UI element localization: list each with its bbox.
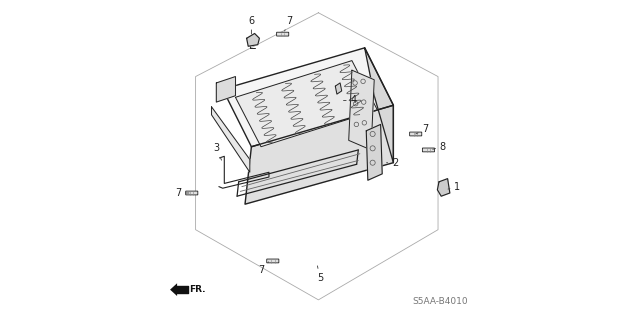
- FancyBboxPatch shape: [410, 132, 422, 136]
- Polygon shape: [216, 77, 236, 102]
- Polygon shape: [212, 107, 250, 172]
- Polygon shape: [335, 83, 342, 94]
- Text: 8: 8: [433, 142, 445, 152]
- Polygon shape: [246, 33, 259, 46]
- FancyBboxPatch shape: [267, 259, 279, 263]
- FancyBboxPatch shape: [422, 148, 435, 152]
- Polygon shape: [245, 105, 394, 204]
- Text: 3: 3: [213, 143, 221, 160]
- FancyBboxPatch shape: [276, 32, 289, 36]
- Polygon shape: [170, 283, 177, 296]
- Polygon shape: [365, 48, 394, 163]
- Text: 1: 1: [448, 182, 460, 192]
- Text: FR.: FR.: [189, 285, 205, 294]
- Polygon shape: [349, 70, 374, 150]
- Text: 5: 5: [317, 266, 323, 283]
- Text: 2: 2: [387, 158, 398, 168]
- Polygon shape: [223, 48, 394, 147]
- Text: 7: 7: [175, 188, 189, 198]
- Text: 7: 7: [258, 262, 269, 275]
- Text: 6: 6: [248, 16, 255, 34]
- Text: 7: 7: [285, 16, 292, 31]
- Text: 4: 4: [344, 95, 356, 106]
- Polygon shape: [236, 61, 378, 147]
- Text: S5AA-B4010: S5AA-B4010: [413, 297, 468, 306]
- FancyBboxPatch shape: [186, 191, 198, 195]
- Polygon shape: [437, 179, 450, 196]
- Polygon shape: [366, 124, 382, 180]
- Text: 7: 7: [416, 124, 428, 134]
